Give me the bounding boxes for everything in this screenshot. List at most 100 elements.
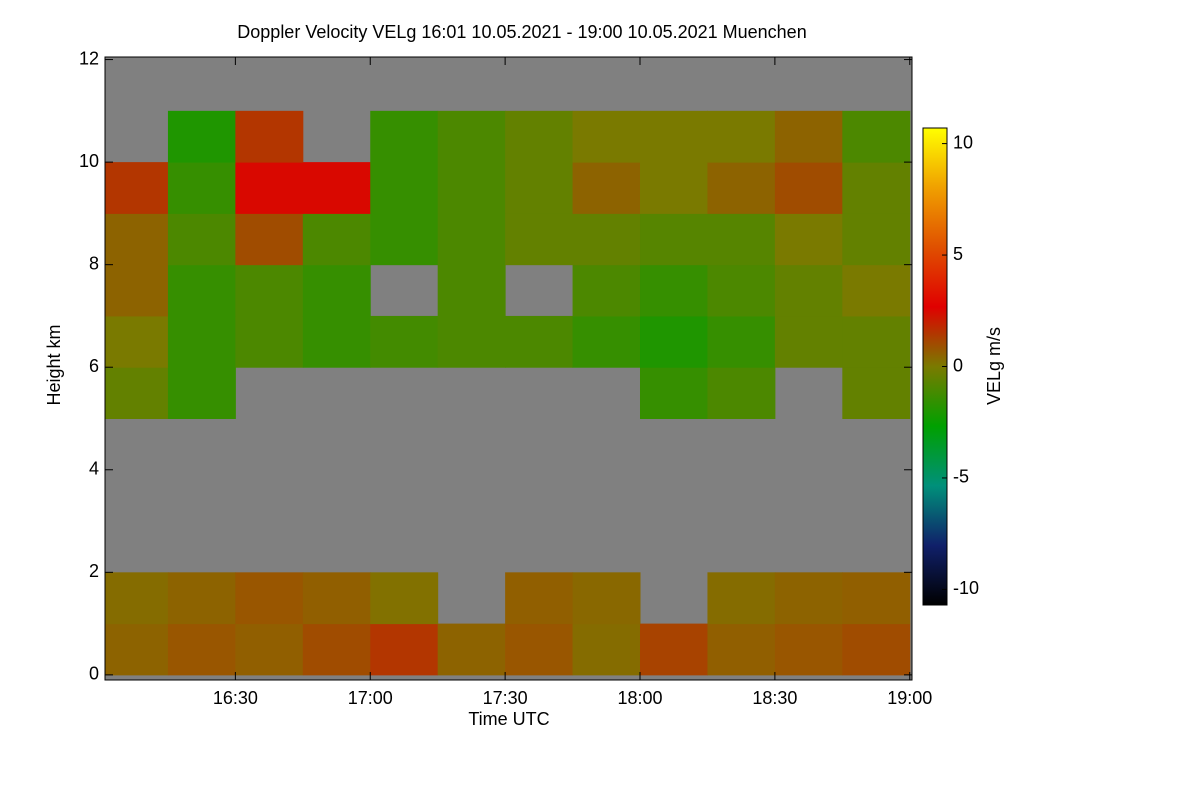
heatmap-cell — [105, 162, 169, 214]
colorbar-tick-label: 0 — [953, 355, 963, 375]
heatmap-cell — [842, 315, 911, 368]
heatmap-cell — [572, 213, 641, 266]
heatmap-cell — [505, 572, 574, 625]
heatmap-cell — [707, 315, 776, 368]
x-tick-label: 17:00 — [348, 688, 393, 708]
heatmap-cell — [437, 162, 506, 214]
heatmap-cell — [774, 110, 843, 163]
heatmap-cell — [105, 572, 169, 625]
heatmap-cell — [235, 264, 304, 317]
heatmap-cell — [707, 572, 776, 625]
heatmap-cell — [105, 367, 169, 419]
heatmap-cell — [640, 367, 708, 419]
y-axis-label: Height km — [44, 324, 64, 405]
heatmap-cell — [235, 315, 304, 368]
heatmap-cell — [640, 623, 708, 676]
heatmap-cell — [774, 264, 843, 317]
y-tick-label: 8 — [89, 253, 99, 273]
heatmap-cell — [167, 623, 236, 676]
heatmap-cell — [302, 572, 371, 625]
heatmap-cell — [842, 367, 911, 419]
heatmap-cell — [167, 572, 236, 625]
heatmap-cell — [437, 110, 506, 163]
heatmap-cell — [707, 264, 776, 317]
heatmap-cell — [105, 623, 169, 676]
colorbar-tick-label: 5 — [953, 244, 963, 264]
y-tick-label: 4 — [89, 459, 99, 479]
heatmap-cell — [235, 623, 304, 676]
heatmap-cell — [302, 162, 371, 214]
heatmap-cell — [302, 213, 371, 266]
heatmap-cell — [235, 213, 304, 266]
x-tick-label: 19:00 — [887, 688, 932, 708]
y-tick-label: 2 — [89, 561, 99, 581]
heatmap-cell — [640, 110, 708, 163]
heatmap-cell — [842, 162, 911, 214]
heatmap-cell — [707, 367, 776, 419]
heatmap-cell — [167, 213, 236, 266]
heatmap-cell — [437, 623, 506, 676]
heatmap-cell — [437, 315, 506, 368]
y-tick-label: 6 — [89, 356, 99, 376]
x-tick-label: 18:30 — [752, 688, 797, 708]
x-axis-label: Time UTC — [468, 709, 549, 729]
heatmap-cell — [572, 315, 641, 368]
heatmap-cell — [572, 162, 641, 214]
heatmap-cell — [572, 623, 641, 676]
heatmap-cell — [167, 162, 236, 214]
heatmap-cell — [370, 315, 439, 368]
heatmap-cell — [167, 315, 236, 368]
heatmap-cell — [774, 572, 843, 625]
heatmap-cell — [235, 162, 304, 214]
heatmap-cell — [370, 162, 439, 214]
heatmap-cell — [707, 110, 776, 163]
heatmap-cell — [302, 264, 371, 317]
y-tick-label: 12 — [79, 48, 99, 68]
heatmap-cell — [774, 315, 843, 368]
heatmap-cell — [707, 213, 776, 266]
heatmap-cell — [370, 572, 439, 625]
heatmap-cell — [572, 110, 641, 163]
heatmap-cell — [572, 264, 641, 317]
x-tick-label: 16:30 — [213, 688, 258, 708]
heatmap-cell — [842, 213, 911, 266]
heatmap-cell — [707, 623, 776, 676]
heatmap-cell — [302, 623, 371, 676]
heatmap-cell — [505, 623, 574, 676]
x-tick-label: 17:30 — [483, 688, 528, 708]
heatmap-cell — [105, 315, 169, 368]
heatmap-cell — [774, 623, 843, 676]
heatmap-cell — [707, 162, 776, 214]
colorbar-tick-label: -5 — [953, 467, 969, 487]
heatmap-cell — [370, 623, 439, 676]
y-tick-label: 10 — [79, 151, 99, 171]
heatmap-cell — [842, 264, 911, 317]
heatmap-cell — [437, 213, 506, 266]
heatmap-cell — [370, 110, 439, 163]
x-tick-label: 18:00 — [617, 688, 662, 708]
heatmap-cell — [370, 213, 439, 266]
colorbar-tick-label: 10 — [953, 132, 973, 152]
colorbar-label: VELg m/s — [984, 327, 1004, 405]
heatmap-cell — [842, 572, 911, 625]
heatmap-cell — [302, 315, 371, 368]
heatmap-cell — [105, 213, 169, 266]
heatmap-cell — [235, 572, 304, 625]
plot-frame — [104, 56, 913, 681]
heatmap-cell — [640, 264, 708, 317]
heatmap-cell — [505, 162, 574, 214]
heatmap-cell — [774, 162, 843, 214]
heatmap-cell — [167, 367, 236, 419]
heatmap-cell — [505, 110, 574, 163]
heatmap-cell — [774, 213, 843, 266]
heatmap-cell — [437, 264, 506, 317]
colorbar-tick-label: -10 — [953, 578, 979, 598]
heatmap-cell — [235, 110, 304, 163]
y-tick-label: 0 — [89, 664, 99, 684]
heatmap-cell — [640, 162, 708, 214]
heatmap-cell — [640, 315, 708, 368]
heatmap-cell — [167, 110, 236, 163]
heatmap-cell — [842, 623, 911, 676]
chart-title: Doppler Velocity VELg 16:01 10.05.2021 -… — [237, 22, 806, 42]
